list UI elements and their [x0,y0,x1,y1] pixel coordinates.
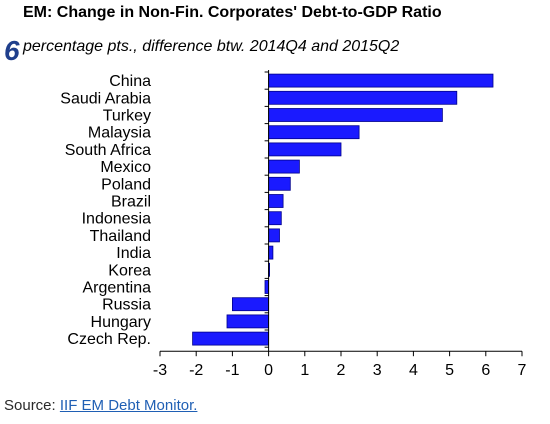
category-label: Brazil [111,194,151,211]
category-label: Czech Rep. [67,331,151,348]
bar-hungary [226,314,269,329]
category-label: Korea [108,262,151,279]
category-label: Thailand [90,228,151,245]
bar-brazil [268,194,284,208]
source-prefix: Source: [4,397,56,414]
bar-czech-rep [192,331,270,346]
category-label: Indonesia [82,211,151,228]
category-label: Turkey [103,108,151,125]
figure-number: 6 [4,35,20,66]
x-tick-label: -3 [153,362,167,379]
bars-group [192,73,494,346]
bar-india [268,245,274,260]
category-label: Mexico [100,159,151,176]
bar-malaysia [268,125,360,140]
category-label: Poland [101,176,151,193]
source-note: Source: IIF EM Debt Monitor. [4,397,197,414]
category-label: South Africa [65,142,151,159]
bar-china [268,73,494,88]
bar-russia [231,297,269,312]
x-tick-label: -2 [189,362,203,379]
bar-thailand [268,228,280,243]
x-tick-label: 0 [264,362,273,379]
category-label: China [109,73,151,90]
bar-indonesia [268,211,282,226]
bar-turkey [268,108,443,122]
chart-title: EM: Change in Non-Fin. Corporates' Debt-… [23,4,442,21]
x-tick-label: 1 [300,362,309,379]
category-label: Russia [102,297,151,314]
x-tick-label: 5 [445,362,454,379]
bar-south-africa [268,142,342,157]
x-tick-label: 3 [373,362,382,379]
bar-saudi-arabia [268,90,458,105]
category-label: Malaysia [88,125,151,142]
bar-poland [268,176,291,191]
category-label: Hungary [91,314,151,331]
x-tick-label: 7 [518,362,527,379]
category-label: Saudi Arabia [60,90,151,107]
axes-group [159,70,523,357]
chart-subtitle: percentage pts., difference btw. 2014Q4 … [23,38,400,55]
source-link[interactable]: IIF EM Debt Monitor. [59,397,198,414]
x-tick-labels: -3 -2 -1 0 1 2 3 4 5 6 7 [153,362,527,379]
x-tick-label: -1 [225,362,239,379]
category-label: India [116,245,151,262]
x-tick-label: 4 [409,362,418,379]
bar-argentina [264,280,269,294]
x-tick-label: 2 [337,362,346,379]
bar-mexico [268,159,300,174]
x-tick-label: 6 [481,362,490,379]
category-label: Argentina [83,280,152,297]
